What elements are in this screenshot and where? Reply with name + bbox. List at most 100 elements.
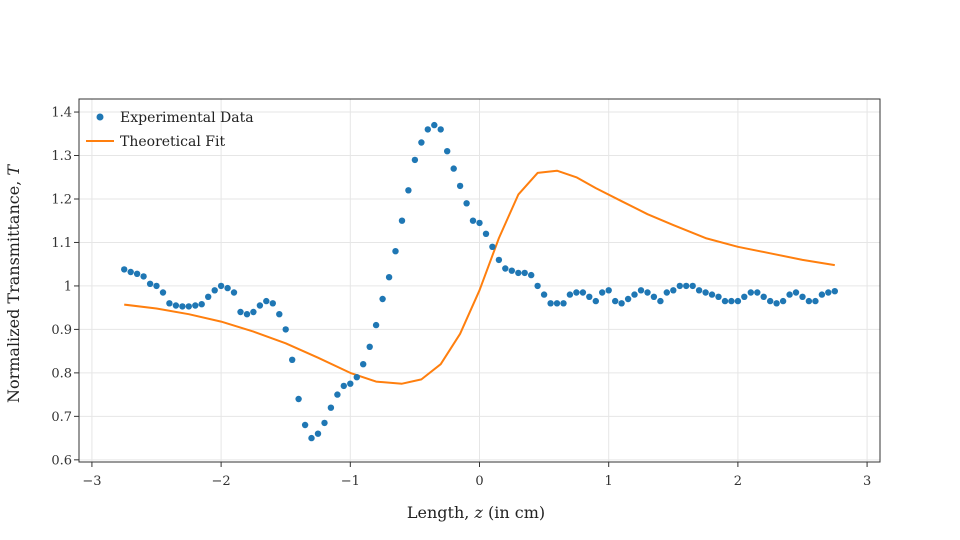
data-point [482, 230, 490, 237]
data-point [508, 267, 515, 274]
data-point [618, 300, 625, 307]
data-point [515, 269, 522, 277]
data-point [683, 282, 690, 290]
legend-item-experimental[interactable]: Experimental Data [96, 110, 254, 126]
data-point [366, 343, 373, 350]
data-point [250, 308, 257, 316]
data-point [263, 297, 270, 305]
data-point [289, 356, 296, 363]
data-point [146, 280, 154, 287]
legend-label-experimental: Experimental Data [120, 110, 254, 126]
data-point [528, 271, 535, 279]
data-point [418, 139, 425, 146]
data-point [708, 291, 716, 298]
data-point [385, 274, 393, 281]
data-point [521, 269, 528, 277]
data-point [360, 361, 367, 368]
legend-label-fit: Theoretical Fit [120, 134, 225, 150]
data-point [670, 287, 677, 294]
data-point [237, 308, 244, 316]
data-point [721, 297, 729, 305]
data-point [379, 295, 386, 303]
data-point [224, 284, 231, 292]
data-point [773, 300, 780, 307]
data-point [637, 287, 645, 294]
data-point [747, 289, 754, 296]
legend[interactable]: Experimental Data Theoretical Fit [86, 110, 254, 150]
grid-lines [79, 99, 880, 462]
data-point [676, 282, 683, 290]
data-point [321, 419, 328, 427]
data-point [786, 291, 793, 298]
data-point [799, 293, 806, 300]
data-point [612, 297, 619, 305]
data-point [211, 287, 218, 294]
data-point [424, 126, 431, 133]
x-axis-title: Length, z (in cm) [407, 503, 545, 522]
data-point [411, 156, 419, 164]
data-point [631, 291, 638, 298]
data-point [133, 270, 141, 277]
data-point [308, 434, 315, 442]
data-point [172, 302, 180, 309]
data-point [689, 282, 696, 290]
data-point [715, 293, 722, 300]
data-point [276, 311, 283, 318]
data-point [779, 297, 787, 305]
data-point [431, 121, 438, 129]
data-point [192, 302, 199, 309]
y-tick-label: 1.4 [51, 106, 72, 121]
data-point [243, 311, 251, 318]
data-point [734, 297, 742, 305]
data-point [314, 430, 322, 437]
y-tick-label: 0.9 [51, 323, 72, 338]
data-point [540, 291, 548, 298]
data-point [644, 289, 651, 296]
data-point [650, 293, 658, 300]
data-point [334, 391, 341, 398]
data-point [372, 321, 380, 329]
data-point [702, 289, 709, 296]
y-tick-label: 0.7 [51, 410, 72, 425]
y-tick-label: 1 [64, 279, 72, 294]
data-point [831, 288, 838, 295]
x-tick-label: 3 [863, 474, 871, 489]
x-axis-ticks: −3 −2 −1 0 1 2 3 [82, 462, 871, 489]
x-tick-label: −3 [82, 474, 101, 489]
y-tick-label: 0.8 [51, 366, 72, 381]
legend-item-fit[interactable]: Theoretical Fit [86, 134, 225, 150]
data-point [695, 287, 703, 294]
data-point [159, 289, 167, 296]
data-point [256, 302, 264, 309]
y-axis-title: Normalized Transmittance, T [4, 164, 23, 403]
data-point [592, 297, 599, 305]
x-tick-label: 2 [734, 474, 742, 489]
x-tick-label: 1 [605, 474, 613, 489]
data-point [127, 268, 134, 276]
data-point [767, 297, 774, 305]
data-point [282, 326, 289, 333]
data-point [586, 293, 593, 300]
data-point [489, 243, 496, 250]
data-point [805, 297, 813, 305]
data-point [502, 265, 509, 272]
data-point [624, 295, 632, 303]
data-point [534, 282, 541, 290]
theoretical-fit-series [124, 169, 835, 385]
data-point [818, 291, 826, 298]
data-point [327, 404, 335, 411]
data-point [230, 289, 238, 296]
theoretical-fit-line [124, 169, 835, 385]
data-point [295, 395, 302, 403]
data-point [166, 300, 173, 307]
data-point [185, 303, 192, 310]
data-point [456, 182, 464, 190]
data-point [398, 217, 406, 224]
x-tick-label: 0 [475, 474, 483, 489]
y-tick-label: 1.2 [51, 192, 72, 207]
data-point [573, 289, 580, 296]
data-point [566, 291, 574, 298]
data-point [728, 297, 735, 305]
data-point [812, 297, 819, 305]
data-point [825, 289, 832, 296]
